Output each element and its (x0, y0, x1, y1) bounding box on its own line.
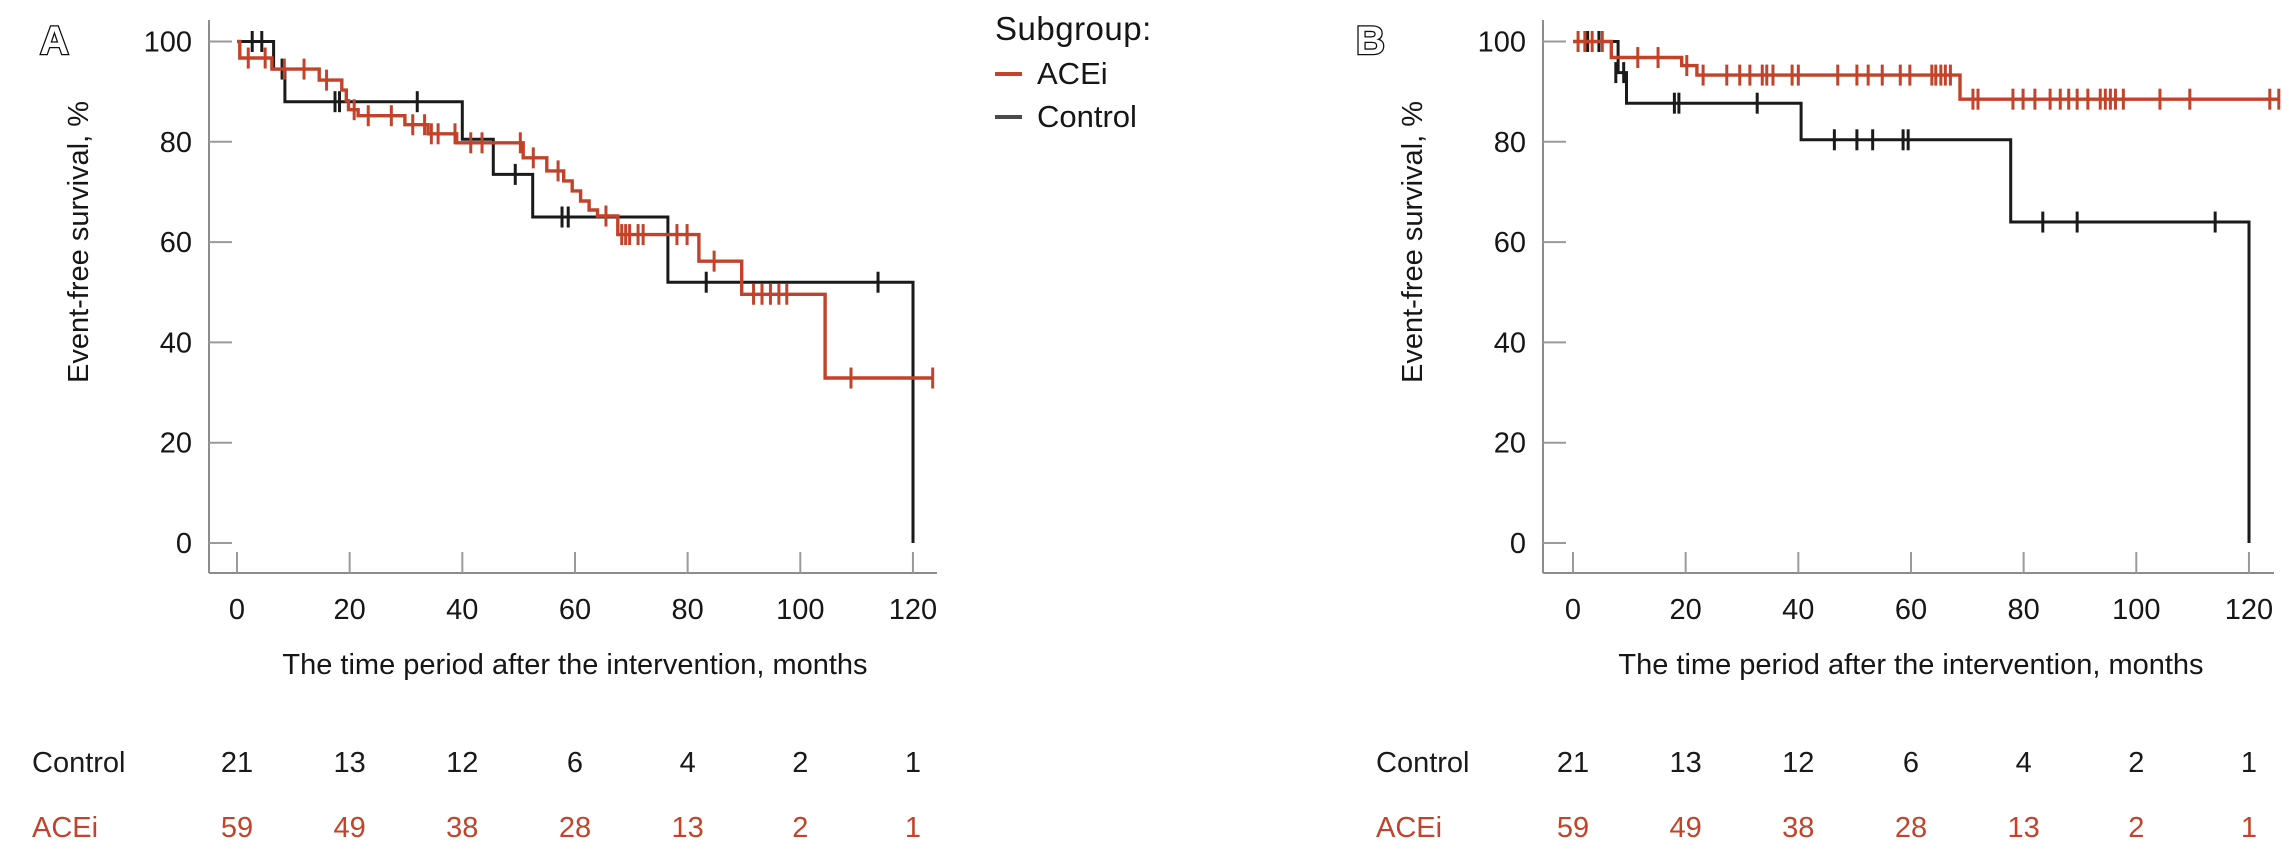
risk-value: 13 (2008, 812, 2040, 844)
y-tick-label: 20 (1494, 428, 1526, 460)
x-tick-label: 0 (229, 594, 245, 626)
y-tick-label: 60 (1494, 227, 1526, 259)
y-axis-title: Event-free survival, % (1397, 101, 1429, 383)
risk-value: 6 (567, 747, 583, 779)
risk-value: 2 (792, 812, 808, 844)
risk-row-label: Control (32, 747, 126, 779)
x-tick-label: 40 (1782, 594, 1814, 626)
x-tick-label: 100 (2112, 594, 2160, 626)
x-tick-label: 0 (1565, 594, 1581, 626)
km-curve-control (237, 40, 915, 543)
y-tick-label: 40 (1494, 327, 1526, 359)
x-tick-label: 60 (1895, 594, 1927, 626)
legend-item-acei: ACEi (995, 56, 1152, 91)
y-axis-title: Event-free survival, % (63, 101, 95, 383)
x-axis-title: The time period after the intervention, … (282, 649, 867, 681)
x-tick-label: 40 (446, 594, 478, 626)
legend-item-control: Control (995, 99, 1152, 134)
y-tick-label: 100 (144, 27, 192, 59)
risk-value: 1 (905, 812, 921, 844)
x-tick-label: 80 (672, 594, 704, 626)
y-tick-label: 0 (176, 528, 192, 560)
panel-a-label-box: A (39, 18, 70, 65)
y-tick-label: 40 (160, 327, 192, 359)
km-curve-acei (1573, 39, 2280, 101)
risk-value: 59 (221, 812, 253, 844)
risk-row-label: Control (1376, 747, 1470, 779)
acei-line-swatch-icon (995, 72, 1022, 76)
risk-value: 4 (680, 747, 696, 779)
x-tick-label: 120 (889, 594, 937, 626)
legend-title: Subgroup: (995, 10, 1152, 47)
risk-value: 1 (905, 747, 921, 779)
risk-value: 28 (1895, 812, 1927, 844)
risk-value: 38 (1782, 812, 1814, 844)
risk-value: 49 (334, 812, 366, 844)
km-curve-acei (237, 39, 933, 380)
risk-value: 13 (672, 812, 704, 844)
y-tick-label: 80 (160, 127, 192, 159)
panel-b-label: B (1356, 19, 1385, 63)
risk-value: 49 (1670, 812, 1702, 844)
risk-row-label: ACEi (32, 812, 98, 844)
x-tick-label: 80 (2008, 594, 2040, 626)
x-tick-label: 120 (2225, 594, 2273, 626)
risk-value: 38 (446, 812, 478, 844)
y-tick-label: 20 (160, 428, 192, 460)
risk-row-label: ACEi (1376, 812, 1442, 844)
legend-item-control-label: Control (1037, 99, 1137, 134)
risk-value: 21 (1557, 747, 1589, 779)
legend: Subgroup: ACEi Control (995, 10, 1152, 134)
km-curve-control (1573, 40, 2251, 543)
risk-value: 12 (446, 747, 478, 779)
risk-value: 2 (2128, 812, 2144, 844)
control-line-swatch-icon (995, 115, 1022, 119)
risk-value: 2 (792, 747, 808, 779)
risk-value: 59 (1557, 812, 1589, 844)
x-axis-title: The time period after the intervention, … (1618, 649, 2203, 681)
x-tick-label: 20 (334, 594, 366, 626)
legend-item-acei-label: ACEi (1037, 56, 1108, 91)
risk-value: 1 (2241, 747, 2257, 779)
x-tick-label: 60 (559, 594, 591, 626)
x-tick-label: 20 (1670, 594, 1702, 626)
risk-value: 13 (1670, 747, 1702, 779)
risk-value: 6 (1903, 747, 1919, 779)
risk-value: 4 (2016, 747, 2032, 779)
y-tick-label: 60 (160, 227, 192, 259)
risk-value: 13 (334, 747, 366, 779)
x-tick-label: 100 (776, 594, 824, 626)
risk-value: 1 (2241, 812, 2257, 844)
risk-value: 2 (2128, 747, 2144, 779)
risk-value: 28 (559, 812, 591, 844)
y-tick-label: 100 (1478, 27, 1526, 59)
y-tick-label: 80 (1494, 127, 1526, 159)
panel-a-label: A (40, 19, 69, 63)
panel-b-label-box: B (1355, 18, 1386, 65)
risk-value: 21 (221, 747, 253, 779)
risk-value: 12 (1782, 747, 1814, 779)
y-tick-label: 0 (1510, 528, 1526, 560)
